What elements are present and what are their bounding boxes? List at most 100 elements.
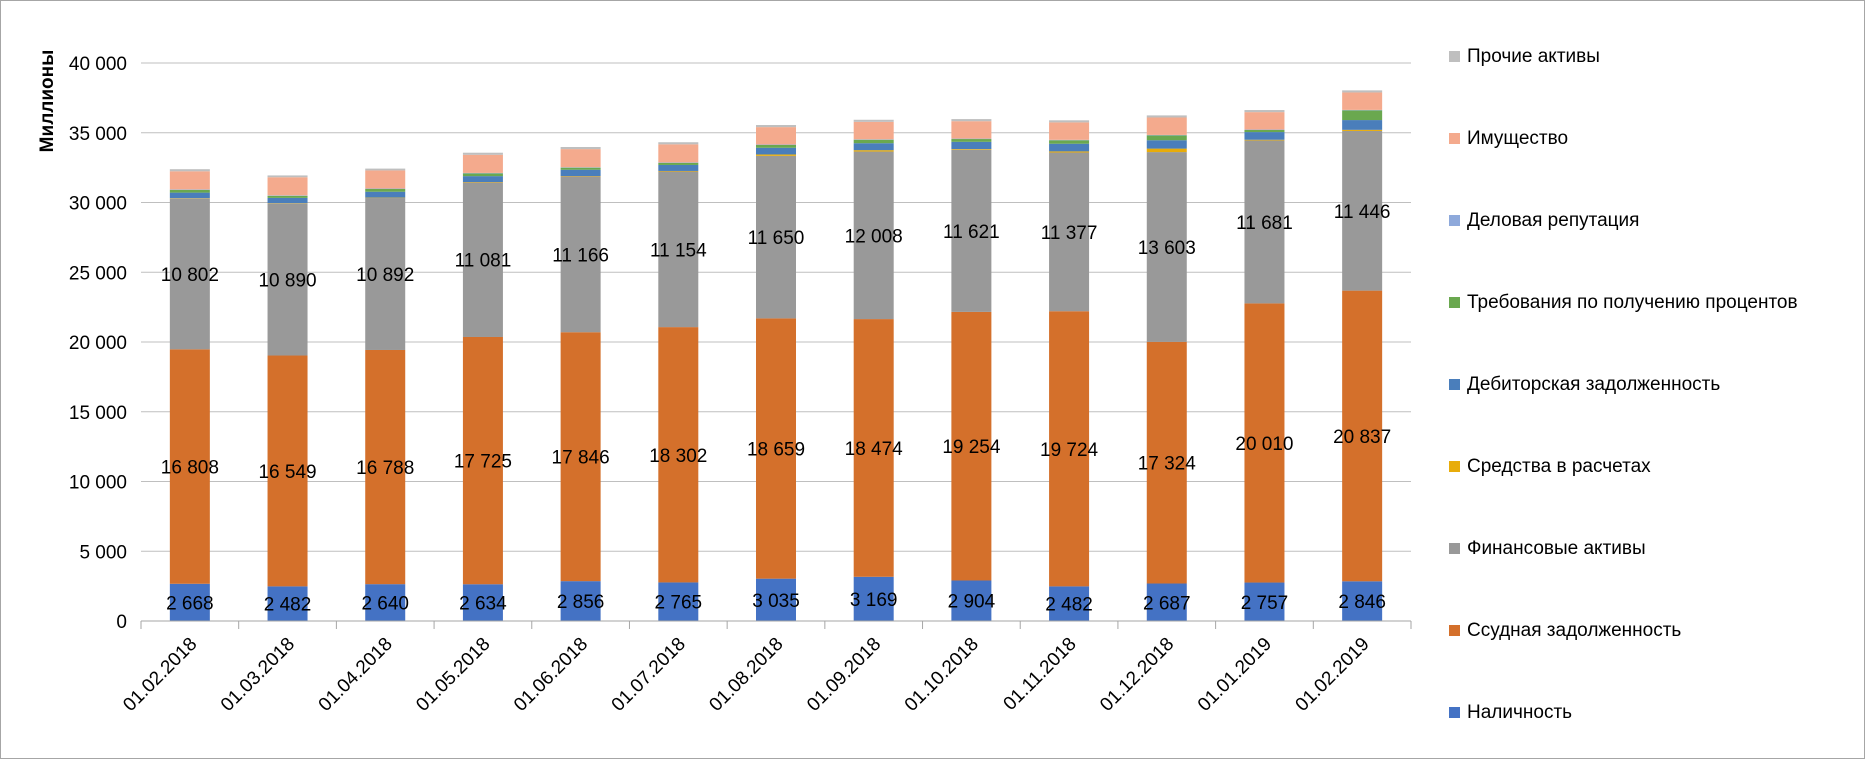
data-label: 3 169 [850, 590, 898, 611]
bar-segment [365, 192, 405, 198]
bar-segment [854, 150, 894, 151]
bar-segment [561, 147, 601, 149]
bar-segment [854, 140, 894, 143]
bar-segment [1049, 122, 1089, 139]
bar-segment [658, 144, 698, 162]
legend-label: Имущество [1467, 128, 1568, 149]
data-label: 19 724 [1040, 440, 1099, 461]
bars [170, 90, 1382, 621]
bar-segment [854, 120, 894, 122]
x-tick-label: 01.01.2019 [1194, 634, 1276, 716]
bar-segment [658, 163, 698, 165]
bar-segment [1147, 140, 1187, 148]
legend-label: Средства в расчетах [1467, 456, 1651, 477]
data-label: 2 687 [1143, 593, 1191, 614]
bar-segment [365, 170, 405, 188]
bar-segment [756, 127, 796, 144]
bar-segment [1244, 112, 1284, 129]
bar-segment [463, 176, 503, 182]
bar-segment [170, 190, 210, 193]
data-label: 11 166 [552, 245, 609, 266]
x-tick-label: 01.10.2018 [901, 634, 983, 716]
data-label: 19 254 [942, 437, 1001, 458]
legend-swatch [1449, 543, 1460, 554]
legend-swatch [1449, 297, 1460, 308]
bar-segment [951, 139, 991, 142]
legend-swatch [1449, 461, 1460, 472]
bar-segment [1049, 144, 1089, 152]
y-tick-label: 25 000 [69, 263, 127, 284]
data-label: 3 035 [752, 591, 800, 612]
data-label: 10 892 [356, 265, 414, 286]
legend-swatch [1449, 133, 1460, 144]
bar-segment [1244, 130, 1284, 132]
y-tick-label: 35 000 [69, 124, 127, 145]
legend-swatch [1449, 625, 1460, 636]
y-tick-label: 40 000 [69, 54, 127, 75]
data-label: 20 010 [1235, 434, 1293, 455]
bar-segment [951, 121, 991, 138]
data-label: 11 377 [1041, 223, 1098, 244]
x-tick-label: 01.02.2019 [1292, 634, 1374, 716]
bar-segment [268, 196, 308, 198]
bar-segment [268, 177, 308, 195]
bar-segment [170, 169, 210, 171]
data-label: 2 640 [361, 594, 409, 615]
x-tick-label: 01.12.2018 [1096, 634, 1178, 716]
legend-swatch [1449, 379, 1460, 390]
x-tick-label: 01.11.2018 [1000, 634, 1081, 715]
bar-segment [854, 143, 894, 150]
bar-segment [365, 169, 405, 171]
legend-swatch [1449, 215, 1460, 226]
bar-segment [756, 154, 796, 155]
bar-segment [951, 119, 991, 121]
legend-label: Деловая репутация [1467, 210, 1639, 231]
bar-segment [1147, 149, 1187, 152]
data-label: 11 621 [943, 222, 1000, 243]
bar-segment [658, 171, 698, 172]
bar-segment [561, 168, 601, 170]
legend-label: Требования по получению процентов [1467, 292, 1798, 313]
bar-segment [463, 155, 503, 173]
data-label: 2 904 [948, 592, 996, 613]
data-label: 16 549 [258, 462, 316, 483]
data-label: 18 474 [845, 439, 904, 460]
data-label: 2 765 [655, 593, 703, 614]
data-label: 11 650 [748, 228, 805, 249]
x-tick-label: 01.02.2018 [119, 634, 201, 716]
data-label: 18 659 [747, 440, 805, 461]
bar-segment [1342, 90, 1382, 92]
x-tick-label: 01.09.2018 [803, 634, 885, 716]
bar-segment [561, 170, 601, 176]
data-label: 18 302 [649, 446, 707, 467]
legend-label: Наличность [1467, 702, 1572, 723]
bar-segment [1049, 151, 1089, 152]
y-tick-label: 10 000 [69, 473, 127, 494]
bar-segment [1342, 120, 1382, 130]
data-label: 17 324 [1138, 454, 1197, 475]
bar-segment [1244, 110, 1284, 112]
bar-segment [1147, 115, 1187, 117]
bar-segment [268, 175, 308, 177]
data-label: 13 603 [1138, 238, 1196, 259]
bar-segment [170, 171, 210, 189]
x-tick-label: 01.07.2018 [608, 634, 690, 716]
data-label: 12 008 [845, 226, 903, 247]
bar-segment [170, 193, 210, 199]
data-label: 2 856 [557, 592, 605, 613]
y-tick-label: 30 000 [69, 194, 127, 215]
data-label: 2 846 [1338, 592, 1386, 613]
bar-segment [658, 142, 698, 144]
y-tick-label: 5 000 [79, 542, 127, 563]
bar-segment [1342, 92, 1382, 109]
data-label: 16 788 [356, 458, 414, 479]
data-label: 10 890 [258, 271, 316, 292]
data-label: 10 802 [161, 265, 219, 286]
data-label: 17 846 [552, 448, 610, 469]
data-label: 2 757 [1241, 593, 1289, 614]
bar-segment [756, 148, 796, 155]
y-tick-label: 20 000 [69, 333, 127, 354]
bar-segment [1342, 130, 1382, 131]
